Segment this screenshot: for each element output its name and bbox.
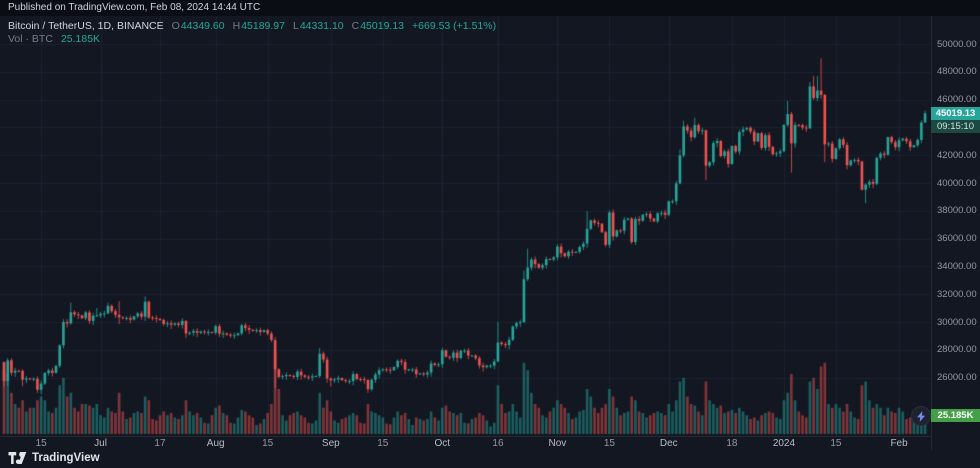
time-axis-label: Dec — [659, 438, 678, 449]
price-axis-label: 36000.00 — [937, 233, 977, 245]
footer-bar: TradingView — [0, 450, 980, 468]
time-axis-label: Jul — [94, 438, 107, 449]
tradingview-logo-link[interactable]: TradingView — [8, 452, 100, 464]
time-axis-label: 15 — [262, 438, 274, 449]
published-bar: Published on TradingView.com, Feb 08, 20… — [0, 0, 980, 16]
ohlc-high: H 45189.97 — [232, 20, 285, 32]
price-axis-label: 26000.00 — [937, 372, 977, 384]
ohlc-close: C 45019.13 — [351, 20, 405, 32]
time-axis-label: 15 — [603, 438, 615, 449]
price-axis-label: 30000.00 — [937, 316, 977, 328]
time-axis-label: 15 — [35, 438, 47, 449]
price-axis: 50000.0048000.0046000.0044000.0042000.00… — [931, 16, 980, 450]
time-axis: 15 Jul 17 Aug 15 Sep 15 Oct 16 Nov 15 Dec 18 2024 15 Fe… — [0, 436, 931, 450]
price-axis-label: 32000.00 — [937, 288, 977, 300]
bar-countdown-badge: 09:15:10 — [931, 119, 980, 133]
time-axis-label: 17 — [154, 438, 166, 449]
load-realtime-button[interactable] — [911, 406, 931, 426]
last-price-badge: 45019.13 — [931, 106, 980, 120]
time-axis-label: 15 — [830, 438, 842, 449]
symbol-title: Bitcoin / TetherUS, 1D, BINANCE — [8, 20, 164, 32]
time-axis-label: Aug — [206, 438, 225, 449]
price-axis-label: 38000.00 — [937, 205, 977, 217]
price-axis-label: 50000.00 — [937, 38, 977, 50]
price-axis-label: 46000.00 — [937, 94, 977, 106]
time-axis-label: 16 — [492, 438, 504, 449]
lightning-bolt-icon — [916, 410, 926, 422]
price-axis-label: 34000.00 — [937, 260, 977, 272]
time-axis-label: Nov — [548, 438, 567, 449]
time-axis-label: Oct — [434, 438, 451, 449]
chart-legend: Bitcoin / TetherUS, 1D, BINANCE O 44349.6… — [8, 20, 496, 46]
time-axis-label: 2024 — [772, 438, 796, 449]
price-axis-label: 28000.00 — [937, 344, 977, 356]
ohlc-open: O 44349.60 — [171, 20, 225, 32]
published-text: Published on TradingView.com, Feb 08, 20… — [8, 2, 261, 13]
volume-label: Vol · BTC — [8, 33, 53, 45]
ohlc-low: L 44331.10 — [292, 20, 344, 32]
time-axis-label: Feb — [890, 438, 908, 449]
price-axis-label: 48000.00 — [937, 66, 977, 78]
time-axis-label: 15 — [377, 438, 389, 449]
last-volume-badge: 25.185K — [931, 408, 980, 422]
time-axis-label: 18 — [726, 438, 738, 449]
price-change: +669.53 (+1.51%) — [412, 20, 497, 32]
tradingview-brand-label: TradingView — [32, 452, 100, 464]
time-axis-label: Sep — [321, 438, 340, 449]
price-axis-label: 42000.00 — [937, 149, 977, 161]
price-axis-label: 40000.00 — [937, 177, 977, 189]
volume-value: 25.185K — [60, 33, 101, 45]
tradingview-logo-icon — [8, 452, 27, 464]
